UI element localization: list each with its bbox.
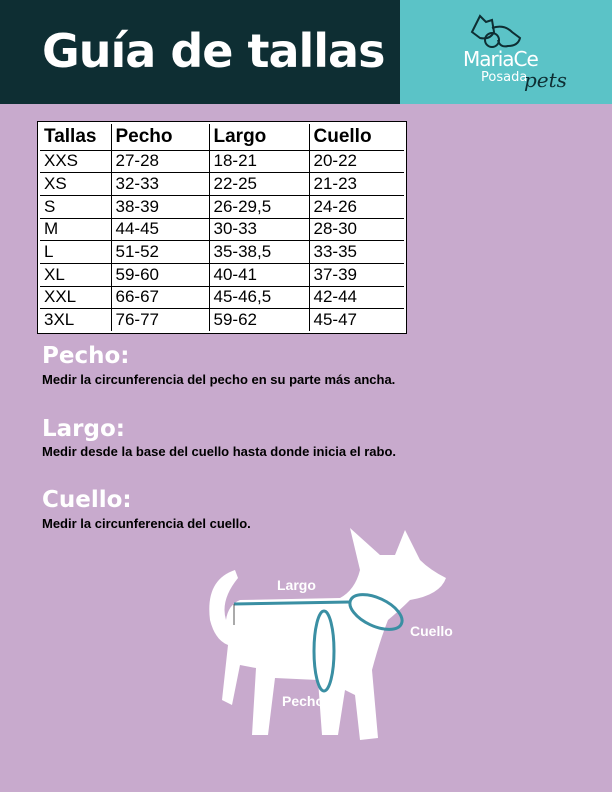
column-header: Pecho xyxy=(110,122,210,151)
table-row: XXS 27-28 18-21 20-22 xyxy=(38,149,406,174)
logo-text: MariaCe xyxy=(463,47,539,71)
table-cell: 3XL xyxy=(38,308,112,332)
dog-icon xyxy=(209,528,446,740)
table-cell: 28-30 xyxy=(308,217,406,242)
section-desc-cuello: Medir la circunferencia del cuello. xyxy=(42,516,251,531)
largo-line xyxy=(233,600,351,606)
cat-dog-logo-icon xyxy=(470,14,522,48)
label-cuello: Cuello xyxy=(410,623,453,639)
table-cell: 59-62 xyxy=(208,308,310,332)
table-cell: 26-29,5 xyxy=(208,194,310,219)
table-cell: 30-33 xyxy=(208,217,310,242)
logo-subtext: Posada xyxy=(481,70,528,85)
table-cell: 42-44 xyxy=(308,285,406,310)
label-largo: Largo xyxy=(277,577,316,593)
section-desc-largo: Medir desde la base del cuello hasta don… xyxy=(42,444,396,459)
table-cell: 35-38,5 xyxy=(208,240,310,264)
table-cell: XL xyxy=(38,262,112,287)
table-row: L 51-52 35-38,5 33-35 xyxy=(38,240,406,264)
section-title-pecho: Pecho: xyxy=(42,343,130,369)
logo-script: pets xyxy=(524,68,567,92)
table-row: XXL 66-67 45-46,5 42-44 xyxy=(38,285,406,310)
table-cell: 45-47 xyxy=(308,308,406,332)
header-banner: Guía de tallas xyxy=(0,0,400,104)
logo: MariaCe Posada pets xyxy=(400,0,612,104)
table-cell: 76-77 xyxy=(110,308,210,332)
column-header: Largo xyxy=(208,122,310,151)
table-cell: 59-60 xyxy=(110,262,210,287)
table-cell: M xyxy=(38,217,112,242)
page-title: Guía de tallas xyxy=(42,24,385,78)
table-row: XL 59-60 40-41 37-39 xyxy=(38,262,406,287)
column-header: Tallas xyxy=(38,122,112,151)
section-desc-pecho: Medir la circunferencia del pecho en su … xyxy=(42,372,396,387)
label-pecho: Pecho xyxy=(282,693,325,709)
table-cell: 45-46,5 xyxy=(208,285,310,310)
table-header-row: Tallas Pecho Largo Cuello xyxy=(38,122,406,151)
table-cell: XS xyxy=(38,172,112,196)
table-cell: 40-41 xyxy=(208,262,310,287)
section-title-cuello: Cuello: xyxy=(42,487,132,513)
section-title-largo: Largo: xyxy=(42,416,125,442)
table-row: S 38-39 26-29,5 24-26 xyxy=(38,194,406,219)
size-table: Tallas Pecho Largo Cuello XXS 27-28 18-21 2… xyxy=(37,121,407,334)
table-row: XS 32-33 22-25 21-23 xyxy=(38,172,406,196)
cuello-ring xyxy=(348,593,404,631)
table-cell: 33-35 xyxy=(308,240,406,264)
table-row: 3XL 76-77 59-62 45-47 xyxy=(38,308,406,332)
table-row: M 44-45 30-33 28-30 xyxy=(38,217,406,242)
column-header: Cuello xyxy=(308,122,406,151)
pecho-ring xyxy=(312,609,336,693)
